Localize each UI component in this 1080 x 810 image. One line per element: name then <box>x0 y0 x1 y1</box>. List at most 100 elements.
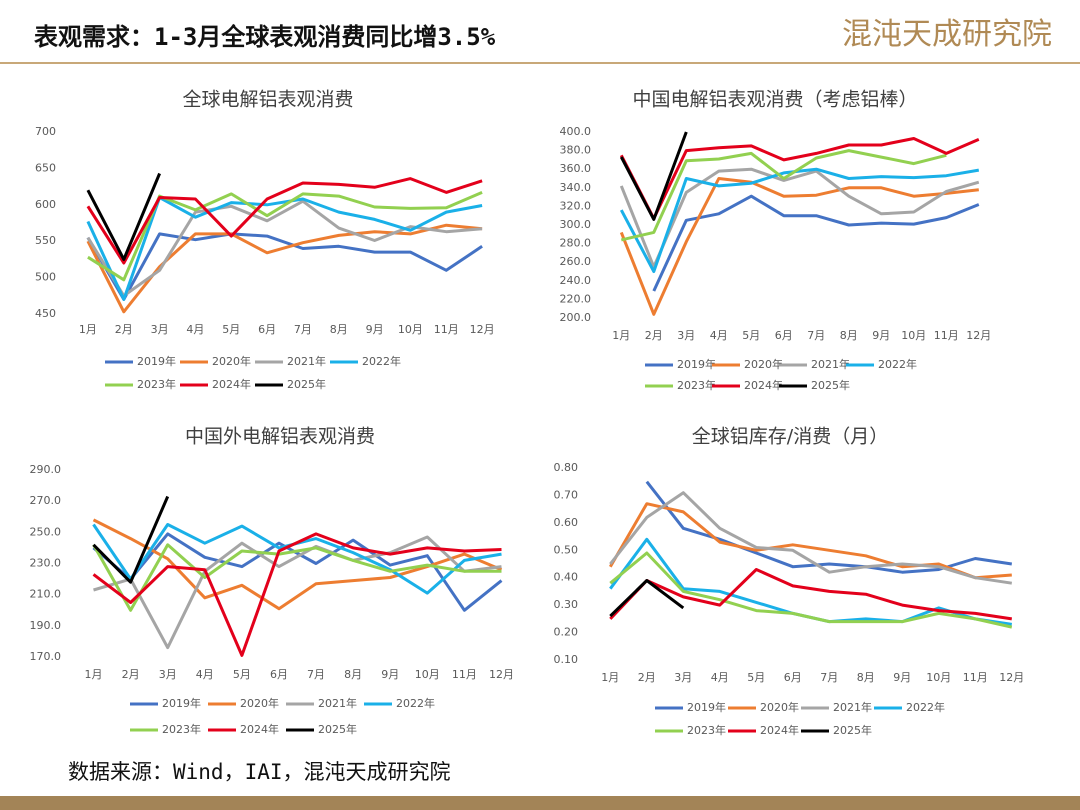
y-tick-label: 0.80 <box>554 461 579 474</box>
x-tick-label: 5月 <box>747 671 765 684</box>
x-tick-label: 8月 <box>330 323 348 336</box>
x-tick-label: 2月 <box>122 668 140 681</box>
series-line <box>86 232 483 301</box>
x-tick-label: 3月 <box>151 323 169 336</box>
x-tick-label: 2月 <box>115 323 133 336</box>
y-tick-label: 170.0 <box>30 650 62 663</box>
x-tick-label: 2月 <box>645 329 663 342</box>
y-tick-label: 360.0 <box>560 162 592 175</box>
legend-label: 2025年 <box>287 377 326 391</box>
y-tick-label: 0.30 <box>554 598 579 611</box>
series-line <box>620 149 947 242</box>
legend-label: 2020年 <box>212 354 251 368</box>
charts: 全球电解铝表观消费 450 500 550 600 650 700 1月 2月 3月 4月 5月 6月 7… <box>30 89 1025 738</box>
series-line <box>609 502 1012 580</box>
x-tick-label: 6月 <box>258 323 276 336</box>
series-line <box>619 167 980 273</box>
series-line <box>92 543 502 612</box>
x-tick-label: 7月 <box>307 668 325 681</box>
x-tick-label: 11月 <box>434 323 459 336</box>
legend-label: 2023年 <box>687 723 726 737</box>
legend-label: 2022年 <box>362 354 401 368</box>
x-tick-label: 1月 <box>612 329 630 342</box>
legend-label: 2021年 <box>833 700 872 714</box>
y-tick-label: 260.0 <box>560 255 592 268</box>
legend-label: 2021年 <box>811 357 850 371</box>
chart-title: 中国外电解铝表观消费 <box>185 426 375 448</box>
x-tick-label: 8月 <box>840 329 858 342</box>
legend-label: 2025年 <box>833 723 872 737</box>
series-line <box>619 137 980 220</box>
legend-label: 2024年 <box>760 723 799 737</box>
legend-label: 2022年 <box>906 700 945 714</box>
x-tick-label: 9月 <box>893 671 911 684</box>
y-tick-label: 340.0 <box>560 181 592 194</box>
series-line <box>652 194 980 292</box>
x-tick-label: 10月 <box>415 668 440 681</box>
legend-label: 2021年 <box>287 354 326 368</box>
legend-label: 2022年 <box>396 696 435 710</box>
x-tick-label: 4月 <box>711 671 729 684</box>
series-line <box>92 495 170 584</box>
y-tick-label: 450 <box>35 307 56 320</box>
series-line <box>609 491 1013 585</box>
x-tick-label: 4月 <box>710 329 728 342</box>
x-tick-label: 12月 <box>999 671 1024 684</box>
x-tick-label: 3月 <box>159 668 177 681</box>
x-tick-label: 3月 <box>674 671 692 684</box>
x-tick-label: 2月 <box>638 671 656 684</box>
series-line <box>619 167 980 269</box>
x-tick-label: 5月 <box>742 329 760 342</box>
x-tick-label: 7月 <box>294 323 312 336</box>
x-tick-label: 6月 <box>784 671 802 684</box>
legend-label: 2019年 <box>137 354 176 368</box>
legend-label: 2024年 <box>744 378 783 392</box>
x-tick-label: 1月 <box>601 671 619 684</box>
y-tick-label: 0.10 <box>554 653 579 666</box>
x-tick-label: 3月 <box>677 329 695 342</box>
legend-label: 2022年 <box>878 357 917 371</box>
series-line <box>645 480 1013 574</box>
y-tick-label: 190.0 <box>30 619 62 632</box>
x-tick-label: 10月 <box>901 329 926 342</box>
y-tick-label: 0.50 <box>554 543 579 556</box>
legend-label: 2024年 <box>240 722 279 736</box>
x-tick-label: 10月 <box>398 323 423 336</box>
y-tick-label: 300.0 <box>560 218 592 231</box>
y-tick-label: 320.0 <box>560 199 592 212</box>
chart-title: 全球铝库存/消费（月） <box>692 426 888 448</box>
y-tick-label: 240.0 <box>560 274 592 287</box>
x-tick-label: 7月 <box>820 671 838 684</box>
legend-label: 2023年 <box>137 377 176 391</box>
x-tick-label: 12月 <box>966 329 991 342</box>
series-line <box>86 177 483 265</box>
x-tick-label: 8月 <box>857 671 875 684</box>
legend-label: 2019年 <box>677 357 716 371</box>
series-line <box>86 172 161 261</box>
x-tick-label: 11月 <box>934 329 959 342</box>
series-line <box>86 196 483 301</box>
y-tick-label: 650 <box>35 161 56 174</box>
series-line <box>609 551 1013 629</box>
y-tick-label: 230.0 <box>30 557 62 570</box>
legend-label: 2025年 <box>318 722 357 736</box>
y-tick-label: 290.0 <box>30 463 62 476</box>
series-line <box>619 177 979 316</box>
chart-title: 全球电解铝表观消费 <box>182 89 353 111</box>
x-tick-label: 12月 <box>489 668 514 681</box>
source-note: 数据来源：Wind，IAI，混沌天成研究院 <box>68 760 451 784</box>
y-tick-label: 0.60 <box>554 516 579 529</box>
logo: 混沌天成研究院 <box>842 17 1052 52</box>
x-tick-label: 4月 <box>196 668 214 681</box>
x-tick-label: 1月 <box>79 323 97 336</box>
legend-label: 2019年 <box>162 696 201 710</box>
x-tick-label: 7月 <box>807 329 825 342</box>
series-line <box>619 131 688 221</box>
series-line <box>93 535 502 650</box>
x-tick-label: 6月 <box>775 329 793 342</box>
y-tick-label: 0.70 <box>554 488 579 501</box>
x-tick-label: 6月 <box>270 668 288 681</box>
y-tick-label: 0.20 <box>554 626 579 639</box>
